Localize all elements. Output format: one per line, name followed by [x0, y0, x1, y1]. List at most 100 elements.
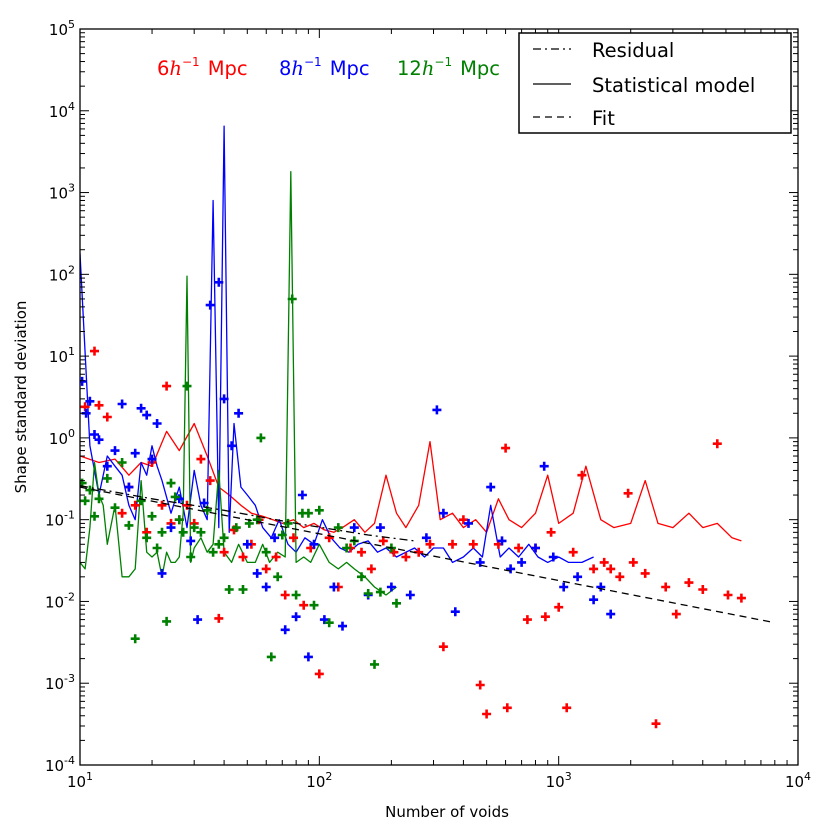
plot-area: [80, 125, 746, 729]
y-tick-label: 103: [49, 182, 75, 203]
data-point: [189, 523, 199, 533]
data-point: [157, 527, 167, 537]
data-point: [531, 543, 540, 553]
x-tick-label: 101: [67, 770, 93, 791]
data-point: [577, 470, 587, 480]
data-point: [486, 482, 496, 492]
data-point: [166, 523, 176, 533]
data-point: [501, 443, 511, 453]
data-point: [698, 585, 708, 594]
data-point: [291, 590, 301, 600]
data-point: [238, 552, 248, 562]
data-point: [231, 523, 241, 533]
data-point: [157, 500, 167, 510]
annotation-8mpc: 8h−1 Mpc: [279, 55, 370, 80]
data-point: [261, 582, 271, 592]
data-point: [475, 680, 485, 690]
data-point: [130, 448, 140, 458]
fit-layer: [80, 485, 775, 624]
data-point: [117, 458, 127, 467]
data-point: [297, 490, 307, 500]
data-point: [357, 572, 366, 582]
data-point: [252, 568, 262, 578]
data-point: [224, 585, 234, 594]
data-point: [170, 492, 180, 502]
data-point: [314, 505, 324, 515]
markers-12h-1-mpc: [80, 294, 401, 669]
markers-6h-1-mpc: [80, 346, 746, 729]
legend: Residual Statistical model Fit: [518, 32, 792, 134]
legend-fit-label: Fit: [592, 107, 615, 130]
data-point: [85, 396, 95, 406]
data-point: [405, 590, 415, 600]
data-point: [271, 552, 281, 562]
x-axis-label: Number of voids: [385, 803, 509, 821]
data-point: [289, 533, 298, 543]
data-point: [606, 609, 616, 619]
data-point: [205, 300, 215, 310]
data-point: [124, 482, 134, 492]
data-point: [124, 520, 134, 530]
data-point: [142, 410, 152, 420]
data-point: [102, 412, 112, 422]
data-point: [94, 494, 104, 504]
data-point: [333, 523, 343, 533]
data-point: [546, 527, 556, 537]
data-point: [329, 582, 339, 592]
data-point: [256, 433, 266, 443]
data-point: [110, 446, 120, 456]
data-point: [174, 515, 184, 525]
data-point: [186, 536, 196, 546]
data-point: [568, 547, 578, 557]
data-point: [559, 582, 569, 592]
data-point: [219, 394, 229, 404]
data-point: [186, 552, 196, 562]
data-point: [554, 602, 564, 612]
data-point: [736, 593, 746, 603]
data-point: [283, 518, 293, 528]
data-point: [152, 419, 162, 428]
data-point: [130, 634, 140, 644]
residual-line: [80, 485, 415, 542]
data-point: [303, 652, 313, 662]
data-point: [117, 508, 127, 518]
series-annotations: 6h−1 Mpc 8h−1 Mpc 12h−1 Mpc: [157, 55, 500, 80]
data-point: [299, 600, 309, 610]
data-point: [357, 547, 366, 557]
data-point: [196, 527, 206, 537]
data-point: [438, 642, 448, 652]
data-point: [596, 582, 606, 592]
plot-frame: [79, 28, 799, 766]
y-tick-label: 101: [49, 345, 75, 366]
data-point: [102, 473, 112, 483]
data-point: [401, 552, 411, 562]
data-point: [482, 709, 492, 719]
data-point: [117, 399, 127, 409]
data-point: [615, 572, 625, 582]
data-point: [425, 539, 435, 549]
data-point: [684, 578, 694, 588]
data-point: [205, 476, 215, 486]
data-point: [366, 564, 376, 574]
x-tick-label: 103: [546, 770, 572, 791]
data-point: [309, 600, 319, 610]
data-point: [506, 564, 516, 574]
model-line-12h-1-mpc: [80, 171, 397, 596]
data-point: [242, 539, 252, 549]
data-point: [162, 381, 172, 391]
data-point: [450, 607, 460, 617]
data-point: [94, 400, 104, 410]
data-point: [261, 564, 271, 574]
legend-residual-label: Residual: [592, 39, 674, 62]
data-point: [199, 498, 209, 508]
data-point: [562, 703, 572, 713]
legend-box: [518, 32, 792, 134]
y-tick-label: 100: [49, 427, 75, 448]
x-tick-label: 102: [306, 770, 332, 791]
data-point: [628, 557, 638, 567]
data-point: [370, 659, 379, 669]
data-point: [90, 511, 99, 521]
